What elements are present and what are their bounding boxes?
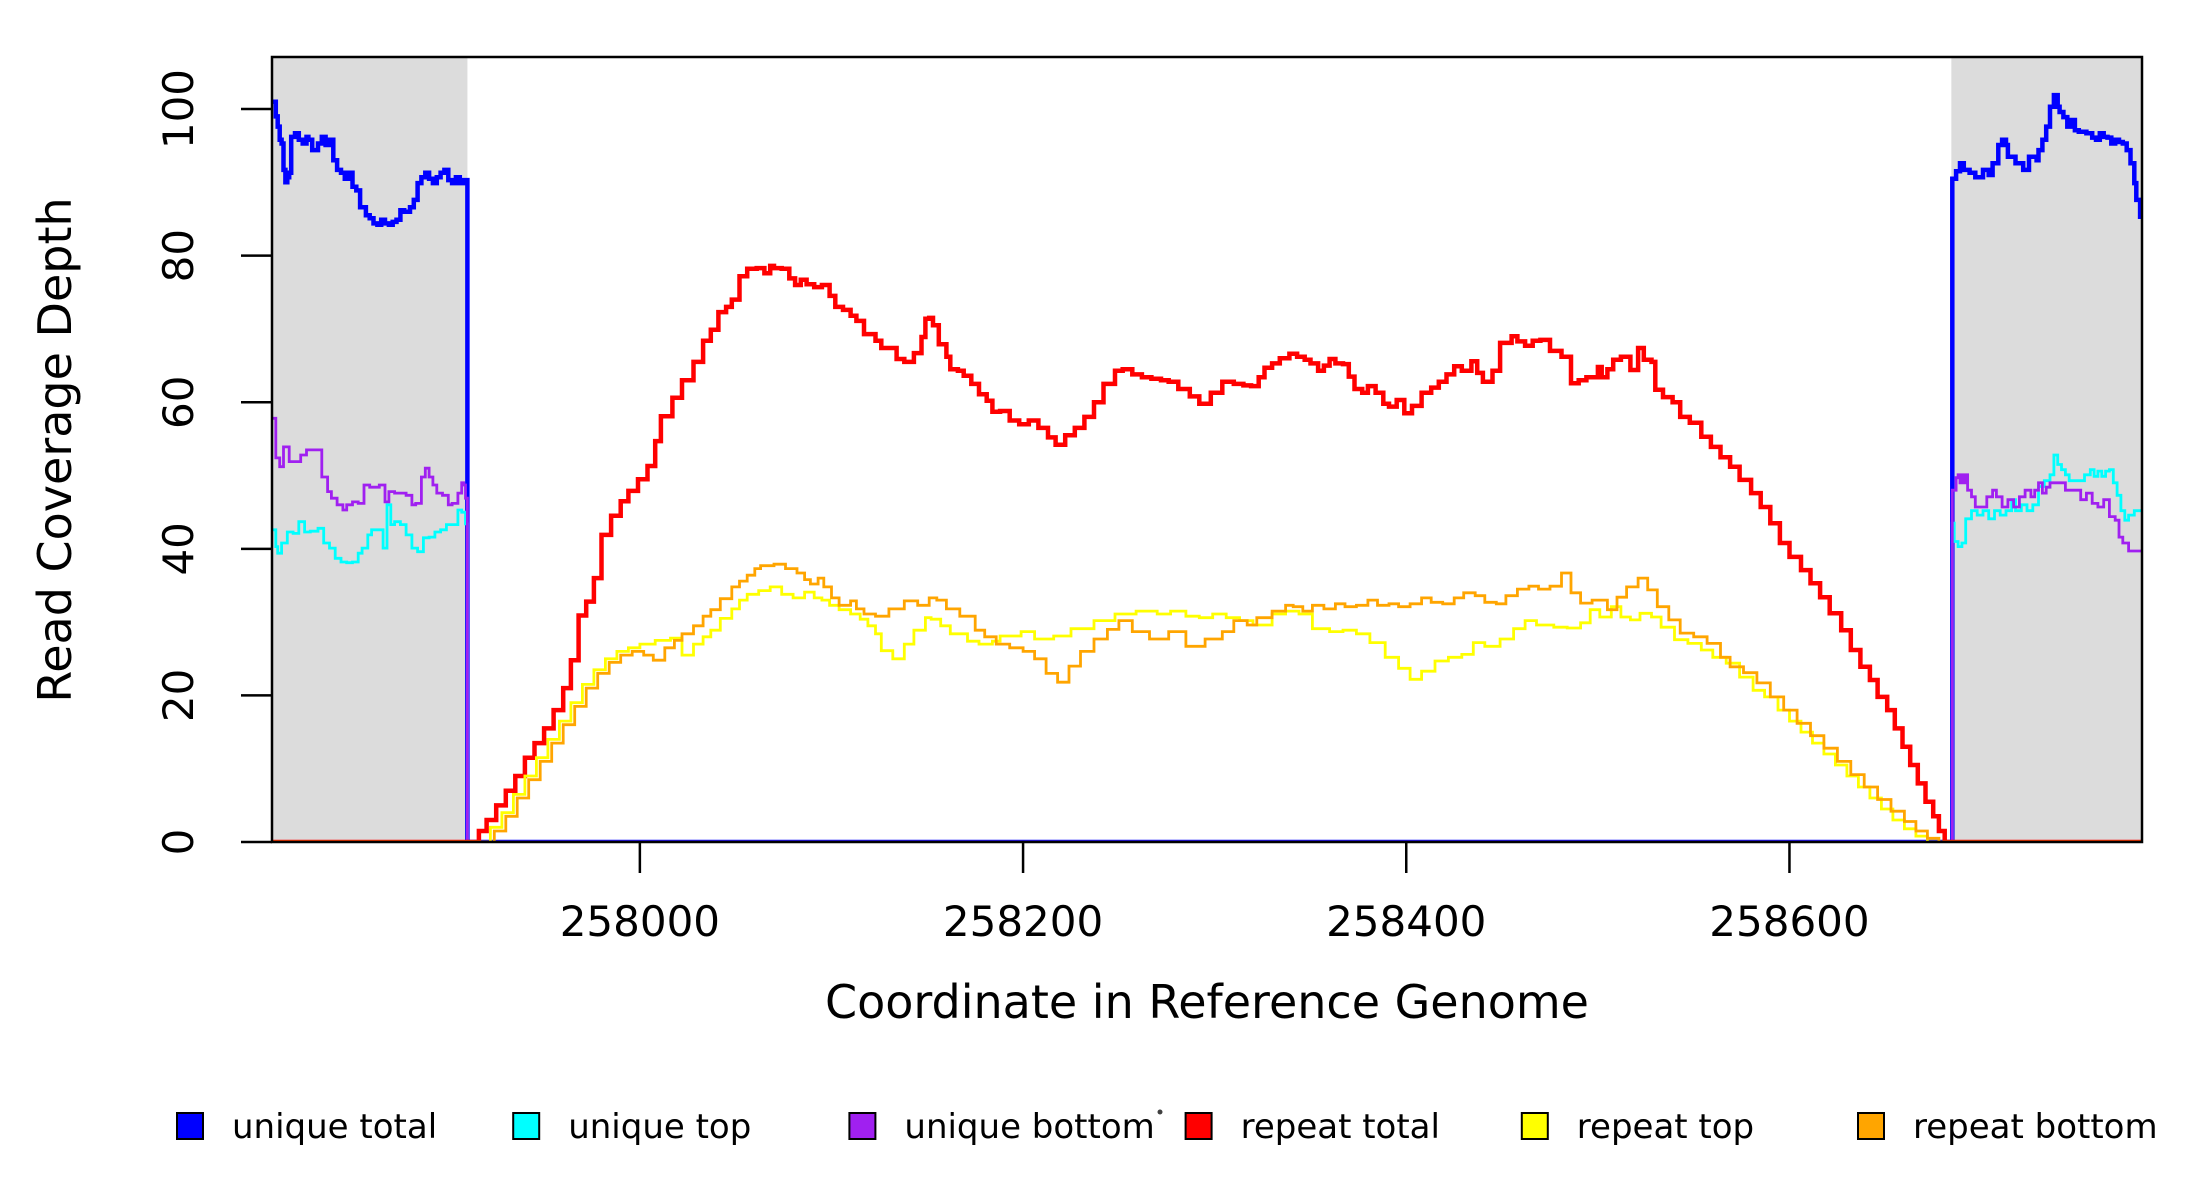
legend-swatch-unique-bottom xyxy=(848,1112,877,1140)
stray-dot xyxy=(1157,1109,1163,1115)
legend-label-unique-top: unique top xyxy=(568,1107,751,1147)
series-unique-total xyxy=(272,92,2142,842)
legend-swatch-repeat-top xyxy=(1520,1112,1549,1140)
x-tick-label: 258000 xyxy=(560,897,720,946)
x-tick-label: 258400 xyxy=(1326,897,1486,946)
legend-label-repeat-total: repeat total xyxy=(1241,1107,1440,1147)
series-repeat-bottom xyxy=(272,562,2142,842)
y-tick-label: 20 xyxy=(154,669,203,722)
series-unique-bottom xyxy=(272,416,2142,842)
y-tick-label: 80 xyxy=(154,229,203,282)
shaded-region-left-unique-flank xyxy=(272,57,468,842)
legend-label-repeat-top: repeat top xyxy=(1577,1107,1754,1147)
legend-label-unique-total: unique total xyxy=(232,1107,437,1147)
legend-label-repeat-bottom: repeat bottom xyxy=(1913,1107,2158,1147)
series-repeat-total xyxy=(272,263,2142,842)
x-axis-title: Coordinate in Reference Genome xyxy=(825,975,1589,1029)
y-tick-label: 40 xyxy=(154,522,203,575)
y-tick-label: 60 xyxy=(154,375,203,428)
legend-swatch-unique-top xyxy=(512,1112,541,1140)
y-axis-title: Read Coverage Depth xyxy=(28,197,82,703)
y-tick-label: 0 xyxy=(154,829,203,856)
x-tick-label: 258200 xyxy=(943,897,1103,946)
plot-border xyxy=(270,55,2144,844)
series-repeat-top xyxy=(272,585,2142,842)
legend-swatch-repeat-total xyxy=(1184,1112,1213,1140)
legend-swatch-unique-total xyxy=(176,1112,204,1140)
legend-label-unique-bottom: unique bottom xyxy=(904,1107,1154,1147)
y-tick-label: 100 xyxy=(154,69,203,149)
shaded-region-right-unique-flank xyxy=(1951,57,2142,842)
legend-swatch-repeat-bottom xyxy=(1857,1112,1885,1140)
x-tick-label: 258600 xyxy=(1709,897,1869,946)
